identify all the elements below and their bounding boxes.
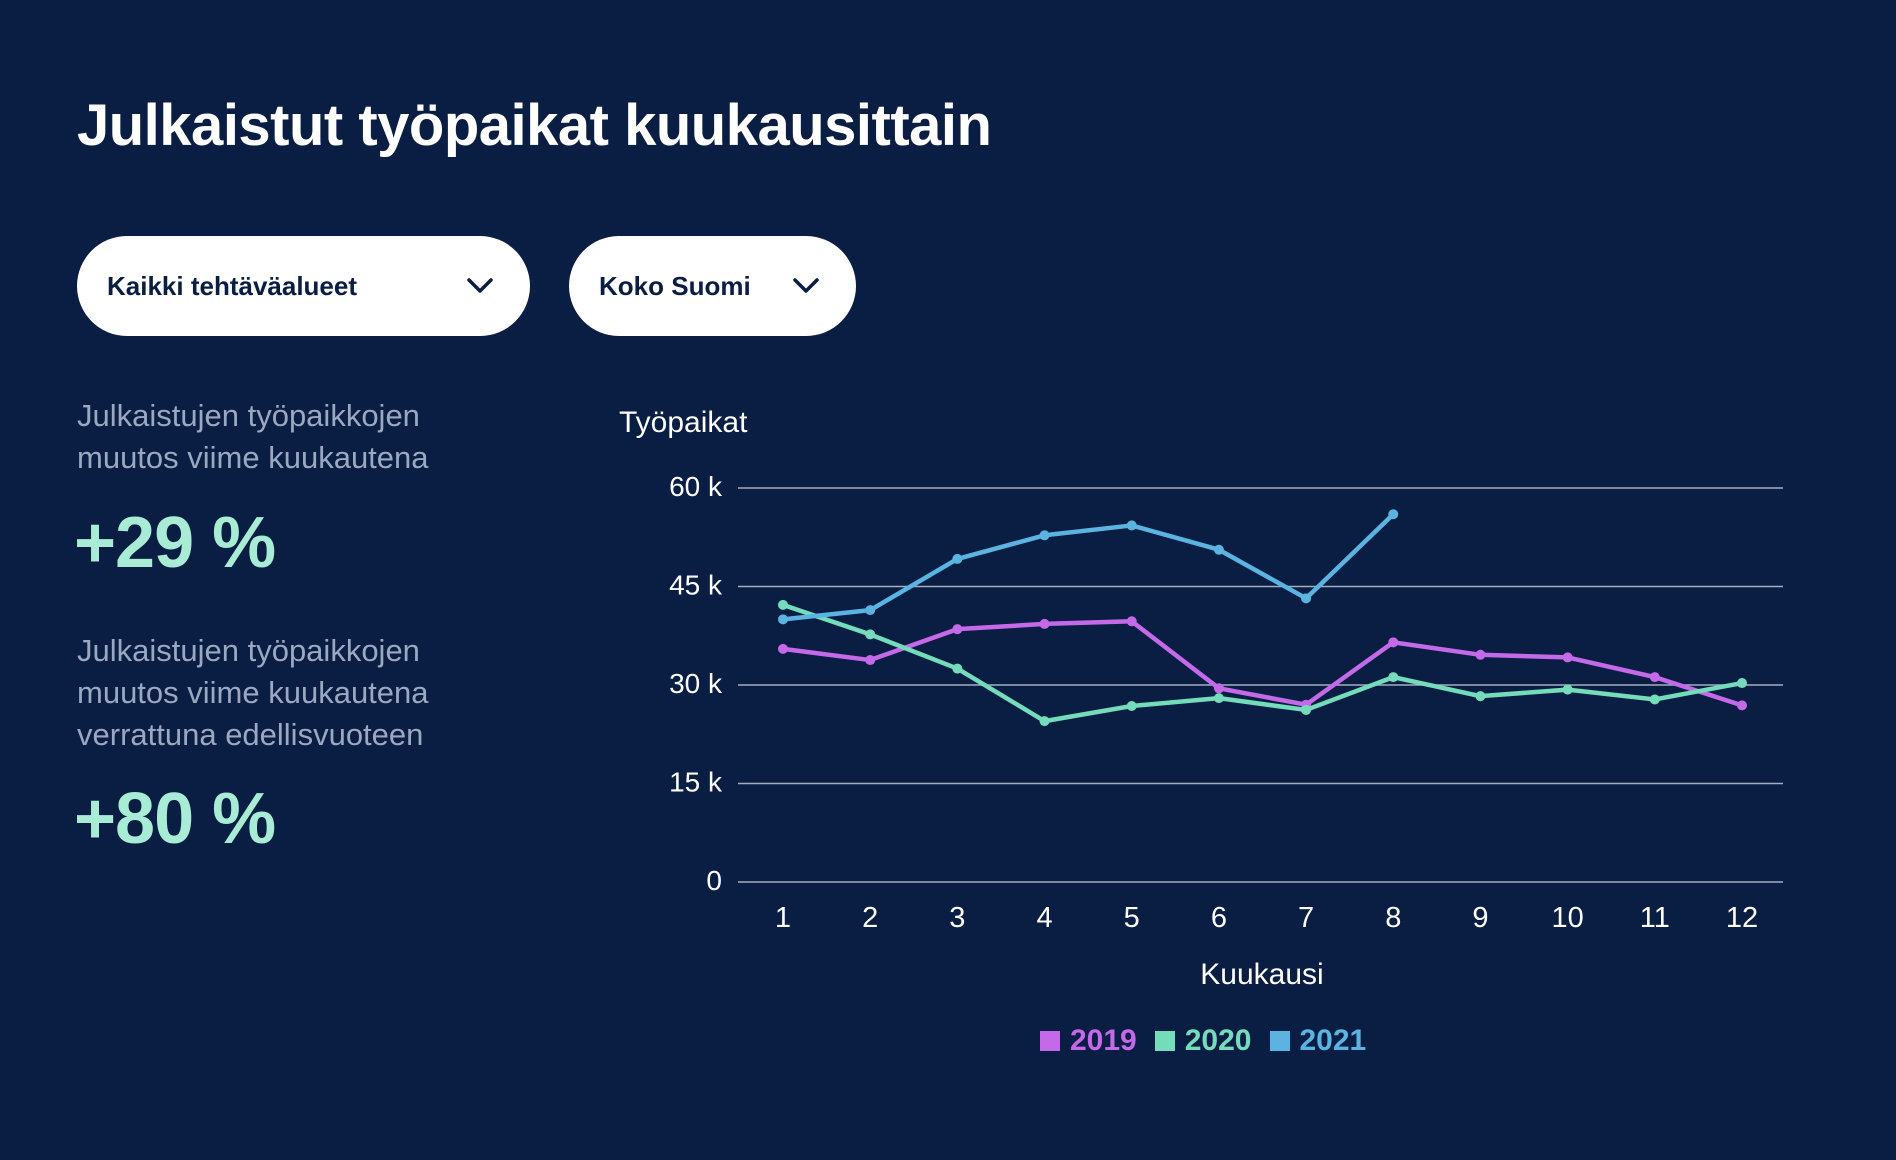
x-axis-label: Kuukausi [1200,958,1323,991]
data-point-2021 [952,553,963,564]
data-point-2019 [1213,683,1224,694]
y-tick-label: 15 k [669,767,723,798]
data-point-2020 [1126,701,1137,712]
data-point-2019 [1039,618,1050,629]
monthly-change-value: +29 % [74,503,276,583]
x-tick-label: 4 [1036,902,1052,934]
series-line-2020 [780,602,1745,724]
task-area-dropdown-label: Kaikki tehtäväalueet [107,270,358,301]
data-point-2019 [1649,672,1660,683]
data-point-2020 [1562,684,1573,695]
data-point-2020 [1213,693,1224,704]
legend-label: 2021 [1299,1024,1367,1057]
monthly-change-label: Julkaistujen työpaikkojen muutos viime k… [77,398,429,475]
x-tick-label: 1 [775,902,791,934]
x-tick-label: 5 [1124,902,1140,934]
x-tick-label: 6 [1211,902,1227,934]
y-tick-label: 60 k [669,471,723,502]
legend-item-2020: 2020 [1154,1024,1252,1058]
data-point-2020 [778,599,788,610]
series-line-2021 [780,512,1396,622]
x-tick-label: 8 [1385,902,1401,934]
yearly-change-value: +80 % [74,779,276,859]
region-dropdown[interactable]: Koko Suomi [569,236,856,336]
y-tick-label: 0 [706,865,722,896]
data-point-2021 [1126,520,1137,531]
x-tick-label: 2 [862,902,878,934]
x-tick-label: 7 [1298,902,1314,934]
data-point-2021 [1039,530,1050,541]
data-point-2019 [952,624,963,635]
y-axis-label: Työpaikat [619,406,748,439]
data-point-2021 [1301,593,1312,604]
legend-item-2019: 2019 [1040,1024,1137,1058]
yearly-change-label: Julkaistujen työpaikkojen muutos viime k… [77,633,429,752]
chart-legend: 2019 2020 2021 [1040,1024,1366,1058]
data-point-2019 [1126,616,1137,627]
data-point-2020 [1649,694,1660,705]
legend-swatch [1269,1031,1290,1051]
data-point-2019 [778,643,788,654]
chevron-down-icon [793,278,819,293]
data-point-2019 [1388,637,1399,648]
data-point-2019 [865,655,876,666]
y-tick-label: 45 k [669,570,723,601]
data-point-2020 [952,663,963,674]
legend-swatch [1154,1031,1175,1051]
legend-label: 2019 [1070,1024,1137,1057]
data-point-2020 [1388,672,1399,683]
data-point-2019 [1562,652,1573,663]
data-point-2021 [778,614,788,625]
data-point-2019 [1475,649,1486,660]
data-point-2020 [1039,716,1050,727]
chevron-down-icon [467,278,493,293]
data-point-2021 [1388,509,1399,520]
data-point-2021 [1213,544,1224,555]
x-tick-label: 10 [1552,902,1584,934]
data-point-2020 [865,629,876,640]
data-point-2020 [1475,691,1486,702]
x-tick-label: 9 [1472,902,1488,934]
x-tick-label: 12 [1726,902,1758,934]
data-point-2020 [1737,678,1747,689]
data-point-2019 [1737,700,1747,711]
region-dropdown-label: Koko Suomi [599,270,751,301]
data-point-2020 [1301,704,1312,715]
y-tick-label: 30 k [669,668,723,699]
legend-item-2021: 2021 [1269,1024,1367,1058]
data-point-2021 [865,605,876,616]
page-title: Julkaistut työpaikat kuukausittain [77,93,992,158]
x-tick-label: 3 [949,902,965,934]
series-line-2019 [780,619,1745,708]
x-tick-label: 11 [1640,902,1670,934]
legend-swatch [1040,1031,1060,1051]
legend-label: 2020 [1184,1024,1252,1057]
task-area-dropdown[interactable]: Kaikki tehtäväalueet [77,236,530,336]
